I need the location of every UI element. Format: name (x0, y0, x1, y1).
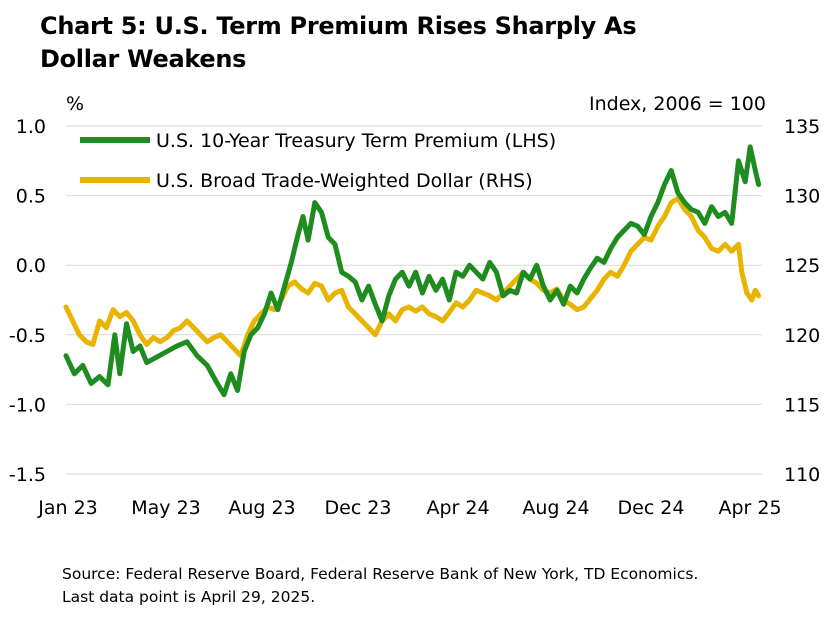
source-note: Source: Federal Reserve Board, Federal R… (62, 563, 698, 609)
right-tick-label: 115 (784, 394, 820, 416)
source-line-2: Last data point is April 29, 2025. (62, 588, 316, 606)
right-tick-label: 135 (784, 116, 820, 138)
left-tick-label: -1.0 (9, 394, 46, 416)
x-axis: Jan 23 May 23 Aug 23 Dec 23 Apr 24 Aug 24 Dec … (37, 497, 781, 519)
x-tick-label: Jan 23 (37, 497, 98, 519)
x-tick-label: Aug 23 (228, 497, 295, 519)
right-tick-label: 120 (784, 325, 820, 347)
left-tick-label: 0.5 (16, 186, 46, 208)
x-tick-label: Apr 25 (718, 497, 781, 519)
x-tick-label: Dec 24 (618, 497, 685, 519)
chart-title-line-2: Dollar Weakens (40, 45, 247, 73)
left-tick-label: 1.0 (16, 116, 46, 138)
term-premium-line (63, 144, 762, 398)
gridlines (66, 125, 762, 475)
chart-title-line-1: Chart 5: U.S. Term Premium Rises Sharply… (40, 12, 637, 40)
legend: U.S. 10-Year Treasury Term Premium (LHS)… (80, 130, 556, 192)
x-tick-label: Aug 24 (522, 497, 589, 519)
left-tick-label: 0.0 (16, 255, 46, 277)
x-tick-label: Apr 24 (426, 497, 489, 519)
dollar-index-line (63, 195, 762, 359)
chart-title: Chart 5: U.S. Term Premium Rises Sharply… (40, 10, 760, 76)
right-tick-label: 125 (784, 255, 820, 277)
right-axis: 135 130 125 120 115 110 (784, 116, 820, 486)
left-tick-label: -0.5 (9, 325, 46, 347)
source-line-1: Source: Federal Reserve Board, Federal R… (62, 565, 699, 583)
right-tick-label: 110 (784, 464, 820, 486)
x-tick-label: May 23 (131, 497, 201, 519)
series-lines (63, 144, 762, 398)
legend-label: U.S. 10-Year Treasury Term Premium (LHS) (156, 130, 556, 152)
x-tick-label: Dec 23 (325, 497, 392, 519)
right-tick-label: 130 (784, 186, 820, 208)
left-axis-unit: % (66, 93, 84, 115)
right-axis-unit: Index, 2006 = 100 (589, 93, 766, 115)
left-axis: 1.0 0.5 0.0 -0.5 -1.0 -1.5 (9, 116, 46, 486)
left-tick-label: -1.5 (9, 464, 46, 486)
legend-label: U.S. Broad Trade-Weighted Dollar (RHS) (156, 170, 533, 192)
